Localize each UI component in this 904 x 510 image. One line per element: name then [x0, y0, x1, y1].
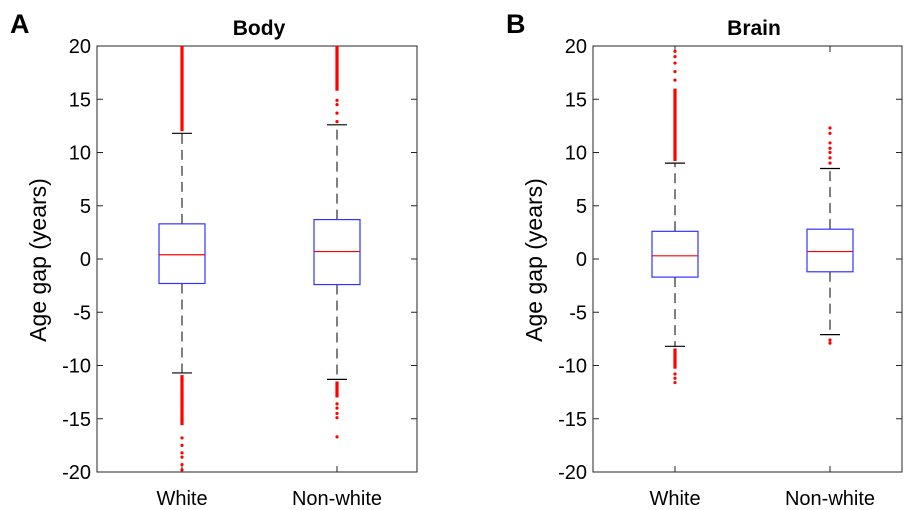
outlier-band — [673, 348, 677, 369]
y-axis-label: Age gap (years) — [521, 178, 547, 342]
x-tick-label: Non-white — [785, 488, 875, 510]
y-tick-label: -15 — [558, 409, 587, 431]
panel-brain: B Brain Age gap (years) 20 15 10 5 0 -5 -10 -15… — [452, 0, 904, 510]
outlier-band — [335, 46, 339, 91]
outlier-point — [335, 435, 339, 439]
y-tick-label: 20 — [565, 36, 587, 58]
panel-letter: B — [506, 9, 526, 39]
outlier-point — [673, 69, 677, 74]
body-boxplot-chart: A Body Age gap (years) 20 15 10 5 0 -5 -10 -15 -… — [10, 9, 418, 510]
y-axis-label: Age gap (years) — [25, 178, 51, 342]
outlier-point — [335, 120, 339, 124]
outlier-point — [828, 156, 832, 160]
outlier-point — [673, 49, 677, 53]
chart-title: Brain — [727, 17, 781, 40]
y-tick-label: 20 — [69, 36, 91, 58]
outlier-point — [180, 443, 184, 447]
y-tick-label: 5 — [80, 196, 91, 218]
outlier-point — [673, 78, 677, 82]
brain-boxplot-chart: B Brain Age gap (years) 20 15 10 5 0 -5 -10 -15… — [506, 9, 903, 510]
outlier-point — [335, 98, 339, 102]
iqr-box — [806, 228, 854, 273]
outlier-point — [828, 126, 832, 130]
outlier-point — [180, 436, 184, 440]
y-tick-label: -10 — [558, 356, 587, 378]
y-tick-label: 15 — [565, 89, 587, 111]
outlier-point — [673, 61, 677, 65]
outlier-point — [828, 341, 832, 345]
panel-body: A Body Age gap (years) 20 15 10 5 0 -5 -10 -15 -… — [10, 9, 418, 510]
panel-letter: A — [10, 9, 30, 39]
boxplot-non-white — [313, 46, 361, 439]
outlier-point — [828, 338, 832, 342]
outlier-point — [673, 376, 677, 380]
y-tick-label: -5 — [569, 302, 587, 324]
outlier-point — [335, 416, 339, 420]
iqr-box — [651, 230, 699, 278]
outlier-point — [673, 380, 677, 385]
iqr-box — [158, 223, 206, 285]
outlier-point — [335, 111, 339, 115]
y-tick-label: -20 — [62, 462, 91, 484]
outlier-point — [180, 451, 184, 455]
outlier-point — [828, 141, 832, 145]
outlier-point — [673, 372, 677, 376]
boxplot-white — [158, 46, 206, 472]
y-tick-label: -15 — [62, 409, 91, 431]
boxplot-white — [651, 49, 699, 385]
plot-frame — [96, 45, 418, 473]
outlier-point — [828, 131, 832, 135]
outlier-point — [673, 55, 677, 59]
outlier-point — [180, 468, 184, 472]
y-tick-label: 15 — [69, 89, 91, 111]
outlier-point — [335, 411, 339, 416]
y-tick-label: 0 — [80, 249, 91, 271]
outlier-band — [180, 46, 184, 132]
outlier-band — [673, 88, 677, 162]
y-tick-label: -20 — [558, 462, 587, 484]
y-tick-label: 5 — [576, 196, 587, 218]
outlier-point — [828, 150, 832, 155]
outlier-point — [335, 102, 339, 107]
x-tick-label: Non-white — [292, 488, 382, 510]
y-tick-label: 0 — [576, 249, 587, 271]
x-tick-label: White — [649, 488, 700, 510]
y-tick-label: 10 — [69, 143, 91, 165]
outlier-point — [828, 161, 832, 165]
plot-frame — [592, 45, 903, 473]
outlier-band — [335, 381, 339, 398]
outlier-point — [335, 406, 339, 410]
boxplot-non-white — [806, 126, 854, 345]
outlier-point — [335, 402, 339, 406]
y-tick-label: -5 — [73, 302, 91, 324]
x-tick-label: White — [156, 488, 207, 510]
outlier-point — [828, 146, 832, 150]
outlier-band — [180, 375, 184, 426]
y-tick-label: -10 — [62, 356, 91, 378]
outlier-point — [180, 455, 184, 459]
outlier-point — [180, 462, 184, 467]
y-tick-label: 10 — [565, 143, 587, 165]
chart-title: Body — [233, 17, 286, 40]
